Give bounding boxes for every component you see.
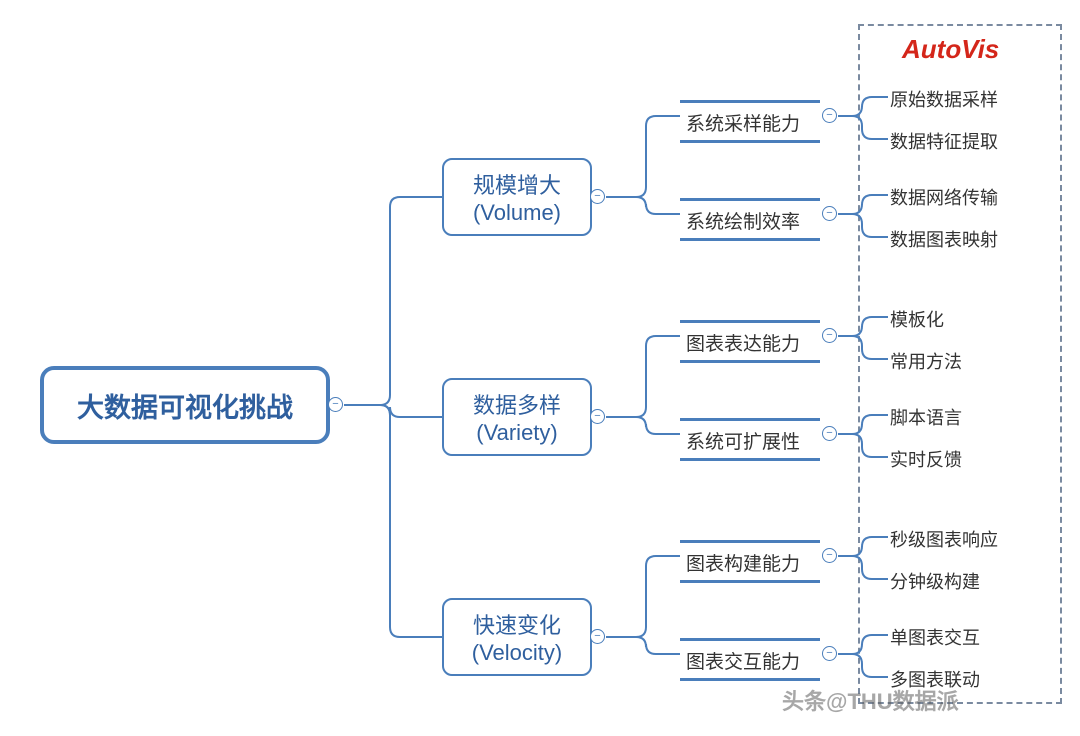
leaf-node: 秒级图表响应 <box>890 526 998 552</box>
mid-line2: (Volume) <box>473 200 561 226</box>
leaf-node: 常用方法 <box>890 348 962 374</box>
collapse-icon[interactable] <box>328 397 343 412</box>
mid-node-velocity: 快速变化(Velocity) <box>442 598 592 676</box>
root-node: 大数据可视化挑战 <box>40 366 330 444</box>
watermark-text: 头条@THU数据派 <box>782 684 959 716</box>
mid-node-volume: 规模增大(Volume) <box>442 158 592 236</box>
leaf-node: 数据图表映射 <box>890 226 998 252</box>
leaf-node: 模板化 <box>890 306 944 332</box>
mid-node-variety: 数据多样(Variety) <box>442 378 592 456</box>
collapse-icon[interactable] <box>822 206 837 221</box>
leaf-node: 实时反馈 <box>890 446 962 472</box>
collapse-icon[interactable] <box>822 328 837 343</box>
mid-line1: 规模增大 <box>473 168 561 200</box>
l3-node: 系统可扩展性 <box>680 418 820 461</box>
mid-line1: 数据多样 <box>473 388 561 420</box>
leaf-node: 单图表交互 <box>890 624 980 650</box>
leaf-node: 数据网络传输 <box>890 184 998 210</box>
leaf-node: 原始数据采样 <box>890 86 998 112</box>
l3-node: 图表交互能力 <box>680 638 820 681</box>
l3-node: 系统采样能力 <box>680 100 820 143</box>
collapse-icon[interactable] <box>822 646 837 661</box>
mid-line2: (Velocity) <box>472 640 562 666</box>
collapse-icon[interactable] <box>822 426 837 441</box>
root-label: 大数据可视化挑战 <box>77 386 293 425</box>
leaf-node: 分钟级构建 <box>890 568 980 594</box>
collapse-icon[interactable] <box>822 548 837 563</box>
collapse-icon[interactable] <box>822 108 837 123</box>
mid-line2: (Variety) <box>476 420 558 446</box>
collapse-icon[interactable] <box>590 629 605 644</box>
l3-node: 系统绘制效率 <box>680 198 820 241</box>
collapse-icon[interactable] <box>590 189 605 204</box>
collapse-icon[interactable] <box>590 409 605 424</box>
leaf-node: 数据特征提取 <box>890 128 998 154</box>
autovis-title: AutoVis <box>902 34 999 65</box>
mid-line1: 快速变化 <box>473 608 561 640</box>
l3-node: 图表表达能力 <box>680 320 820 363</box>
l3-node: 图表构建能力 <box>680 540 820 583</box>
leaf-node: 脚本语言 <box>890 404 962 430</box>
